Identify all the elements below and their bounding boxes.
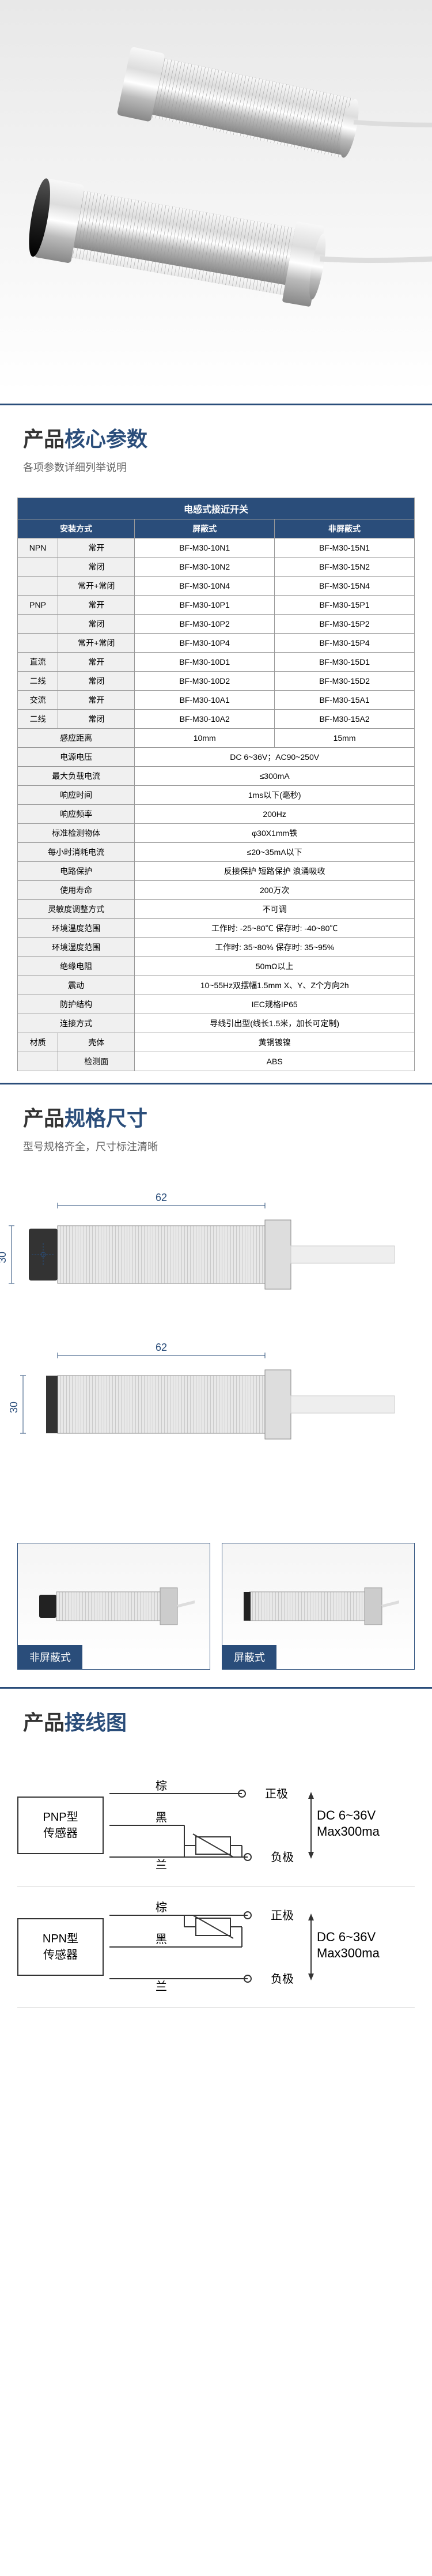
table-row: 二线常闭BF-M30-10A2BF-M30-15A2 xyxy=(18,710,415,729)
max-spec: Max300ma xyxy=(317,1946,380,1960)
title-accent: 核心参数 xyxy=(65,427,147,451)
table-row: 环境温度范围工作时: -25~80℃ 保存时: -40~80℃ xyxy=(18,919,415,938)
term-pos: 正极 xyxy=(271,1909,294,1922)
wiring-svg-npn: 棕 正极 黑 兰 负极 DC 6~36V Max300ma xyxy=(104,1901,403,1993)
dim-diameter: 30 xyxy=(8,1402,20,1413)
table-row: 二线常闭BF-M30-10D2BF-M30-15D2 xyxy=(18,672,415,691)
wire-blue: 兰 xyxy=(156,1858,167,1871)
type-label-shielded: 屏蔽式 xyxy=(222,1645,276,1669)
table-row: PNP常开BF-M30-10P1BF-M30-15P1 xyxy=(18,596,415,615)
table-row: 检测面ABS xyxy=(18,1052,415,1071)
table-row: NPN常开BF-M30-10N1BF-M30-15N1 xyxy=(18,538,415,558)
wire-brown: 棕 xyxy=(156,1779,167,1792)
wiring-label-pnp: PNP型传感器 xyxy=(17,1797,104,1854)
section-sub: 各项参数详细列举说明 xyxy=(23,460,409,474)
table-row: 交流常开BF-M30-10A1BF-M30-15A1 xyxy=(18,691,415,710)
table-row: 常开+常闭BF-M30-10P4BF-M30-15P4 xyxy=(18,634,415,653)
max-spec: Max300ma xyxy=(317,1824,380,1839)
table-row: 标准检测物体φ30X1mm铁 xyxy=(18,824,415,843)
term-pos: 正极 xyxy=(265,1787,288,1801)
wiring-label-npn: NPN型传感器 xyxy=(17,1918,104,1976)
wire-blue: 兰 xyxy=(156,1980,167,1993)
sensor-photo xyxy=(0,0,432,392)
section-sub: 型号规格齐全，尺寸标注清晰 xyxy=(23,1139,409,1154)
table-row: 连接方式导线引出型(线长1.5米，加长可定制) xyxy=(18,1014,415,1033)
wire-black: 黑 xyxy=(156,1812,167,1824)
spec-table: 电感式接近开关 安装方式 屏蔽式 非屏蔽式 NPN常开BF-M30-10N1BF… xyxy=(17,498,415,1071)
table-main-header: 电感式接近开关 xyxy=(18,498,415,519)
section-header-dims: 产品规格尺寸 型号规格齐全，尺寸标注清晰 xyxy=(0,1083,432,1165)
wiring-pnp: PNP型传感器 棕 正极 黑 兰 负极 DC 6~36V Max300ma xyxy=(17,1765,415,1886)
table-row: 直流常开BF-M30-10D1BF-M30-15D1 xyxy=(18,653,415,672)
type-comparison: 非屏蔽式 屏蔽式 xyxy=(17,1543,415,1670)
table-row: 常开+常闭BF-M30-10N4BF-M30-15N4 xyxy=(18,577,415,596)
col-unshielded: 非屏蔽式 xyxy=(275,519,415,538)
wiring-npn: NPN型传感器 棕 正极 黑 兰 负极 DC 6~36V Max300ma xyxy=(17,1886,415,2008)
table-row: 响应时间1ms以下(毫秒) xyxy=(18,786,415,805)
title-accent: 规格尺寸 xyxy=(65,1106,147,1130)
hero-product-image xyxy=(0,0,432,392)
dc-spec: DC 6~36V xyxy=(317,1808,376,1822)
col-shielded: 屏蔽式 xyxy=(135,519,275,538)
type-label-unshielded: 非屏蔽式 xyxy=(18,1645,82,1669)
section-header-params: 产品核心参数 各项参数详细列举说明 xyxy=(0,404,432,486)
table-row: 响应频率200Hz xyxy=(18,805,415,824)
type-unshielded: 非屏蔽式 xyxy=(17,1543,210,1670)
wiring-svg-pnp: 棕 正极 黑 兰 负极 DC 6~36V Max300ma xyxy=(104,1779,403,1871)
type-shielded: 屏蔽式 xyxy=(222,1543,415,1670)
table-row: 电路保护反接保护 短路保护 浪涌吸收 xyxy=(18,862,415,881)
table-row: 每小时消耗电流≤20~35mA以下 xyxy=(18,843,415,862)
dimension-diagram: 62 30 62 30 xyxy=(0,1182,397,1505)
table-row: 电源电压DC 6~36V；AC90~250V xyxy=(18,748,415,767)
table-row: 环境湿度范围工作时: 35~80% 保存时: 35~95% xyxy=(18,938,415,957)
wiring-diagrams: PNP型传感器 棕 正极 黑 兰 负极 DC 6~36V Max300ma xyxy=(17,1765,415,2008)
wire-black: 黑 xyxy=(156,1933,167,1946)
table-row: 防护结构IEC规格IP65 xyxy=(18,995,415,1014)
wire-brown: 棕 xyxy=(156,1901,167,1914)
title-pre: 产品 xyxy=(23,427,65,451)
table-row: 感应距离10mm15mm xyxy=(18,729,415,748)
title-pre: 产品 xyxy=(23,1711,65,1734)
dim-diameter: 30 xyxy=(0,1252,8,1263)
term-neg: 负极 xyxy=(271,1851,294,1864)
dim-length: 62 xyxy=(156,1342,167,1353)
section-header-wiring: 产品接线图 xyxy=(0,1687,432,1748)
col-install: 安装方式 xyxy=(18,519,135,538)
table-row: 最大负载电流≤300mA xyxy=(18,767,415,786)
table-row: 灵敏度调整方式不可调 xyxy=(18,900,415,919)
dim-length: 62 xyxy=(156,1192,167,1203)
dc-spec: DC 6~36V xyxy=(317,1930,376,1944)
table-row: 震动10~55Hz双摆幅1.5mm X、Y、Z个方向2h xyxy=(18,976,415,995)
table-row: 材质壳体黄铜镀镍 xyxy=(18,1033,415,1052)
table-row: 绝缘电阻50mΩ以上 xyxy=(18,957,415,976)
table-row: 常闭BF-M30-10P2BF-M30-15P2 xyxy=(18,615,415,634)
term-neg: 负极 xyxy=(271,1972,294,1986)
title-pre: 产品 xyxy=(23,1106,65,1130)
table-row: 使用寿命200万次 xyxy=(18,881,415,900)
table-row: 常闭BF-M30-10N2BF-M30-15N2 xyxy=(18,558,415,577)
title-accent: 接线图 xyxy=(65,1711,127,1734)
